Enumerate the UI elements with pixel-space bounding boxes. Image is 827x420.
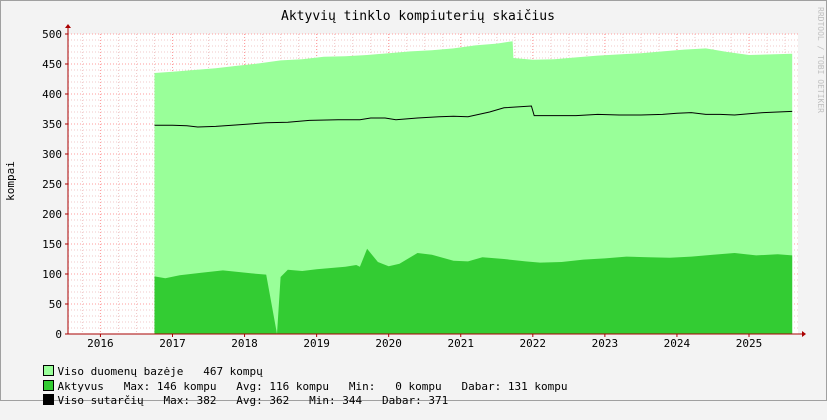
x-tick-label: 2020 — [375, 337, 402, 350]
chart-frame: 0 50 100 150 200 250 300 350 400 450 500 2016 2017 2… — [0, 0, 827, 407]
x-tick-label: 2017 — [159, 337, 186, 350]
y-tick-label: 450 — [42, 58, 62, 71]
y-tick-label: 400 — [42, 88, 62, 101]
x-tick-label: 2025 — [736, 337, 763, 350]
y-tick-label: 0 — [55, 328, 62, 341]
series-lines — [154, 105, 793, 128]
x-tick-label: 2018 — [231, 337, 258, 350]
series-areas — [154, 41, 793, 334]
y-tick-label: 300 — [42, 148, 62, 161]
x-tick-label: 2016 — [87, 337, 114, 350]
y-tick-labels: 0 50 100 150 200 250 300 350 400 450 500 — [42, 28, 62, 341]
x-tick-label: 2024 — [664, 337, 691, 350]
y-tick-label: 250 — [42, 178, 62, 191]
x-tick-label: 2023 — [592, 337, 619, 350]
y-tick-label: 350 — [42, 118, 62, 131]
legend-item-contracts: Viso sutarčių Max: 382 Avg: 362 Min: 344… — [16, 381, 448, 407]
legend-swatch-contracts — [42, 394, 54, 405]
legend-swatch-active — [42, 380, 54, 391]
legend-label-database: Viso duomenų bazėje 467 kompų — [57, 365, 263, 378]
chart-title: Aktyvių tinklo kompiuterių skaičius — [281, 9, 555, 24]
y-axis-label: kompai — [4, 161, 17, 201]
y-tick-label: 100 — [42, 268, 62, 281]
legend-item-database: Viso duomenų bazėje 467 kompų — [16, 352, 263, 378]
line-contracts — [154, 105, 793, 128]
x-tick-labels: 2016 2017 2018 2019 2020 2021 2022 2023 2024 2025 — [87, 337, 762, 350]
x-axis-arrow — [802, 331, 806, 337]
y-tick-label: 200 — [42, 208, 62, 221]
y-tick-label: 50 — [49, 298, 62, 311]
legend-label-active: Aktyvus Max: 146 kompu Avg: 116 kompu Mi… — [57, 380, 568, 393]
axes — [65, 24, 806, 337]
area-active — [154, 248, 793, 334]
x-tick-label: 2022 — [520, 337, 547, 350]
y-tick-label: 150 — [42, 238, 62, 251]
x-tick-label: 2021 — [447, 337, 474, 350]
watermark: RRDTOOL / TOBI OETIKER — [816, 7, 825, 113]
legend-item-active: Aktyvus Max: 146 kompu Avg: 116 kompu Mi… — [16, 367, 567, 393]
y-tick-label: 500 — [42, 28, 62, 41]
legend-swatch-database — [42, 365, 54, 376]
y-axis-arrow — [65, 24, 71, 28]
x-tick-label: 2019 — [303, 337, 330, 350]
